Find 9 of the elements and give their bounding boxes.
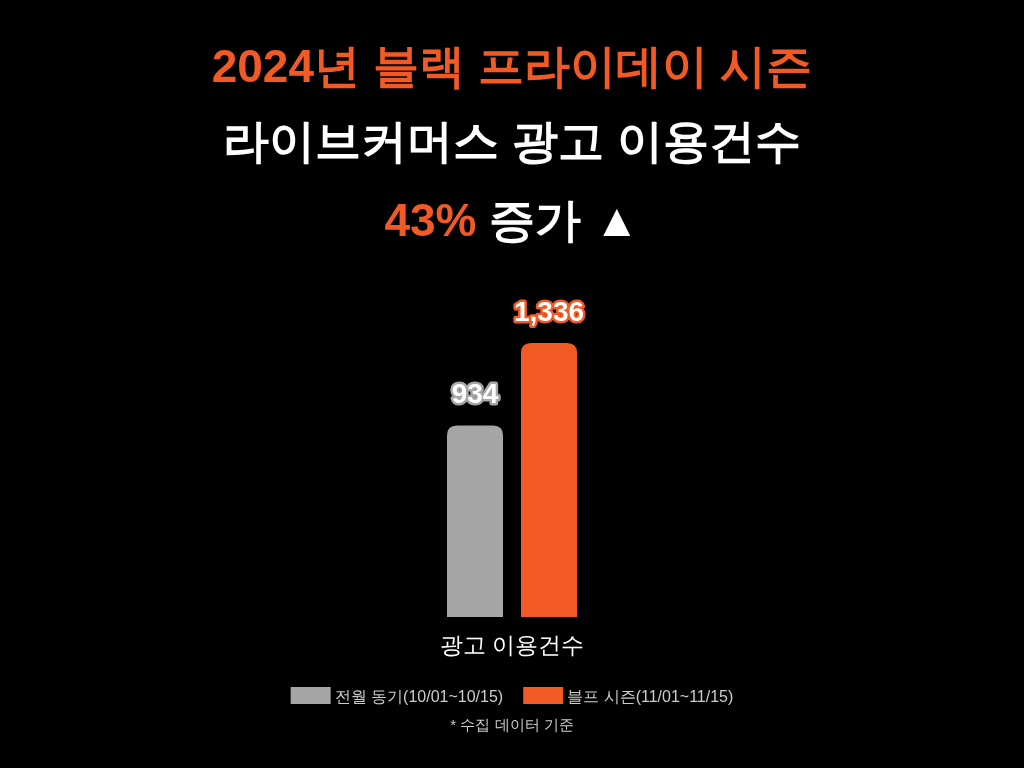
- text: 43% 증가 ▲: [384, 194, 640, 246]
- legend-label: 블프 시즌(11/01~11/15): [567, 688, 734, 705]
- chart-title: 2024년 블랙 프라이데이 시즌: [211, 40, 813, 92]
- text: * 수집 데이터 기준: [450, 716, 574, 733]
- chart-subtitle: 라이브커머스 광고 이용건수: [223, 115, 801, 167]
- data-label: 1,336: [513, 296, 585, 327]
- x-tick-label: 광고 이용건수: [439, 632, 585, 658]
- data-label: 934: [451, 378, 499, 410]
- legend-label: 전월 동기(10/01~10/15): [334, 688, 504, 705]
